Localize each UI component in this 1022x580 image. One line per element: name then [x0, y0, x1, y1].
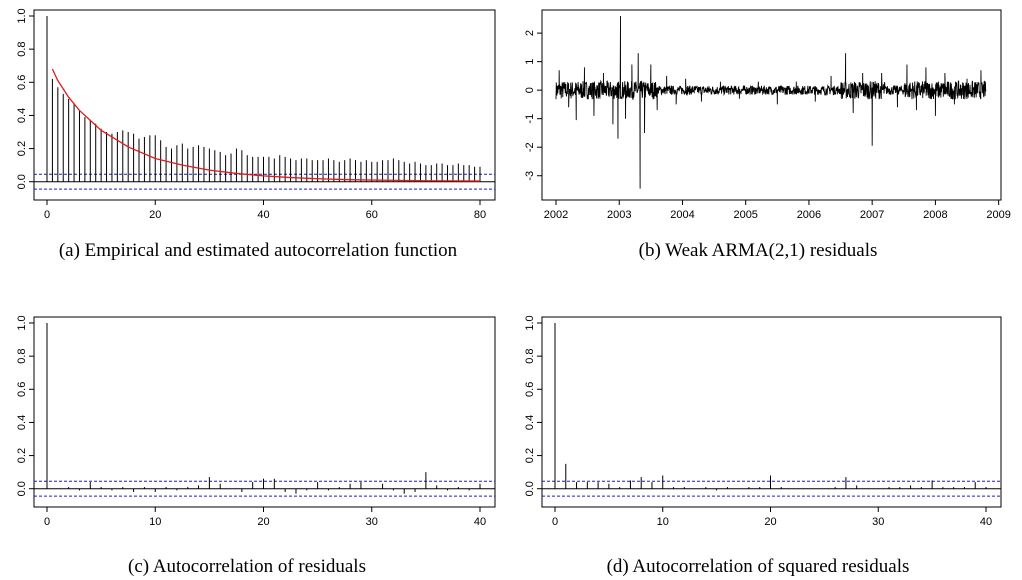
y-tick-label-b-5: 2	[524, 30, 536, 36]
y-tick-label-c-0: 0.0	[16, 481, 28, 496]
y-tick-label-d-0: 0.0	[524, 481, 536, 496]
x-tick-label-a-3: 60	[366, 209, 378, 221]
residual-series-line	[555, 15, 987, 189]
x-tick-label-c-1: 10	[149, 516, 161, 528]
fitted-acf-curve	[51, 68, 481, 182]
panel-c-residual-acf: 0 10 20 30 40 0.0 0.2 0.4 0.6 0.8 1.0 (c) Autocorr…	[16, 315, 496, 577]
x-tick-label-d-1: 10	[657, 516, 669, 528]
caption-a: (a) Empirical and estimated autocorrelat…	[59, 240, 458, 261]
panel-a-frame	[33, 9, 496, 201]
x-tick-label-c-2: 20	[257, 516, 269, 528]
panel-d-squared-residual-acf: 0 10 20 30 40 0.0 0.2 0.4 0.6 0.8 1.0 (d) Autocorr…	[524, 315, 1002, 577]
caption-b: (b) Weak ARMA(2,1) residuals	[639, 240, 878, 261]
x-tick-label-d-3: 30	[872, 516, 884, 528]
y-tick-label-c-1: 0.2	[16, 448, 28, 463]
x-tick-label-b-3: 2005	[733, 209, 757, 221]
y-tick-label-c-4: 0.8	[16, 348, 28, 363]
x-tick-label-d-4: 40	[980, 516, 992, 528]
panel-b-frame	[541, 9, 1002, 201]
x-tick-label-b-4: 2006	[797, 209, 821, 221]
x-tick-label-b-6: 2008	[923, 209, 947, 221]
y-tick-label-a-1: 0.2	[16, 141, 28, 156]
y-tick-label-b-3: 0	[524, 87, 536, 93]
x-tick-label-b-7: 2009	[986, 209, 1010, 221]
y-tick-label-a-4: 0.8	[16, 41, 28, 56]
y-tick-label-b-1: -2	[524, 142, 536, 152]
x-tick-label-d-2: 20	[764, 516, 776, 528]
panel-a-autocorrelation: 0 20 40 60 80 0.0 0.2 0.4 0.6 0.8 1.0 (a) Empirica…	[16, 8, 496, 261]
y-tick-label-b-0: -3	[524, 171, 536, 181]
y-tick-label-c-2: 0.4	[16, 415, 28, 430]
y-tick-label-a-3: 0.6	[16, 75, 28, 90]
x-tick-label-a-1: 20	[149, 209, 161, 221]
x-tick-label-b-0: 2002	[544, 209, 568, 221]
x-tick-label-c-0: 0	[44, 516, 50, 528]
x-tick-label-b-1: 2003	[607, 209, 631, 221]
y-tick-label-d-5: 1.0	[524, 315, 536, 330]
x-tick-label-b-5: 2007	[860, 209, 884, 221]
panel-b-residuals: 2002 2003 2004 2005 2006 2007 2008 2009 -3 -2 -1 0 1…	[524, 9, 1011, 261]
x-tick-label-a-2: 40	[257, 209, 269, 221]
y-tick-label-a-0: 0.0	[16, 174, 28, 189]
y-tick-label-c-3: 0.6	[16, 382, 28, 397]
y-tick-label-b-4: 1	[524, 59, 536, 65]
x-tick-label-c-3: 30	[366, 516, 378, 528]
x-tick-label-c-4: 40	[474, 516, 486, 528]
x-tick-label-a-0: 0	[44, 209, 50, 221]
caption-c: (c) Autocorrelation of residuals	[128, 556, 366, 577]
y-tick-label-c-5: 1.0	[16, 315, 28, 330]
y-tick-label-d-4: 0.8	[524, 348, 536, 363]
y-tick-label-a-2: 0.4	[16, 108, 28, 123]
caption-d: (d) Autocorrelation of squared residuals	[607, 556, 910, 577]
panel-c-frame	[33, 316, 496, 508]
y-tick-label-b-2: -1	[524, 114, 536, 124]
y-tick-label-d-3: 0.6	[524, 382, 536, 397]
y-tick-label-d-1: 0.2	[524, 448, 536, 463]
x-tick-label-d-0: 0	[552, 516, 558, 528]
y-tick-label-a-5: 1.0	[16, 8, 28, 23]
panel-d-frame	[541, 316, 1002, 508]
x-tick-label-b-2: 2004	[670, 209, 694, 221]
x-tick-label-a-4: 80	[474, 209, 486, 221]
y-tick-label-d-2: 0.4	[524, 415, 536, 430]
